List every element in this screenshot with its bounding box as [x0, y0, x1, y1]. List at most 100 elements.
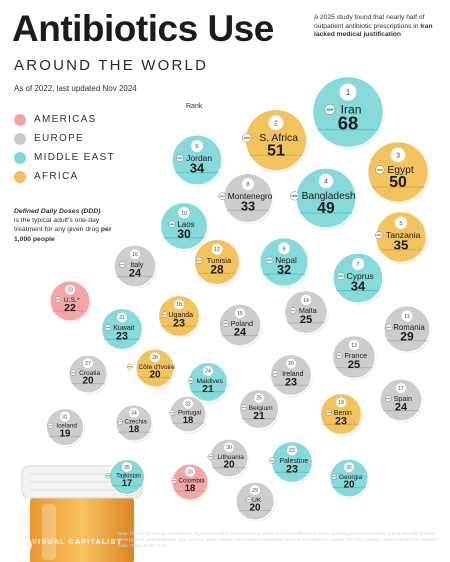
legend-item-middle-east: MIDDLE EAST [14, 148, 115, 167]
flag-stripe [208, 456, 213, 458]
rank-number: 9 [282, 246, 285, 252]
value-label: 34 [190, 161, 205, 176]
value-label: 22 [64, 303, 76, 314]
rank-badge [390, 147, 406, 163]
legend-label-africa: AFRICA [34, 171, 79, 182]
ddd-heading: Defined Daily Doses (DDD) [14, 208, 101, 215]
rank-badge [129, 407, 139, 418]
rank-badge [395, 383, 407, 394]
country-label: Iran [341, 102, 362, 116]
rank-number: 30 [226, 445, 232, 451]
country-label: Cyprus [347, 271, 374, 281]
flag-stripe [270, 459, 275, 462]
flag-stripe [386, 397, 391, 400]
rank-badge [318, 173, 334, 189]
rank-number: 6 [195, 144, 198, 150]
value-label: 20 [82, 376, 94, 387]
rank-number: 4 [324, 179, 328, 186]
legend-item-americas: AMERICAS [14, 110, 115, 129]
study-note-bold: Iran lacked medical justification [314, 22, 433, 39]
rank-number: 19 [338, 400, 344, 406]
rank-badge [190, 139, 204, 152]
value-label: 28 [210, 262, 224, 276]
bubble-u-s: 23 U.S.*22 [49, 280, 92, 323]
value-label: 50 [389, 174, 407, 191]
rank-number: 3 [396, 153, 400, 160]
value-label: 23 [335, 415, 347, 427]
rank-badge [348, 339, 360, 351]
flag-stripe [48, 425, 53, 427]
country-label: Tunisia [207, 256, 232, 265]
rank-badge [122, 462, 132, 473]
rank-number: 29 [252, 488, 258, 494]
flag-stripe [55, 298, 60, 301]
flag-stripe [386, 326, 392, 329]
value-label: 21 [253, 411, 265, 422]
rank-number: 32 [185, 402, 191, 408]
ddd-bold: per 1,000 people [14, 226, 112, 243]
country-label: S. Africa [259, 133, 298, 144]
value-label: 23 [285, 376, 297, 388]
country-label: UK [252, 497, 262, 504]
flag-stripe [188, 379, 193, 382]
value-label: 20 [149, 370, 161, 381]
country-label: Kuwait [113, 325, 134, 332]
legend-swatch-americas [14, 113, 26, 126]
rank-badge [178, 207, 190, 219]
rank-badge [242, 178, 254, 191]
rank-number: 27 [85, 361, 91, 367]
rank-number: 33 [187, 470, 193, 476]
country-label: Iceland [56, 423, 77, 430]
flag-stripe [177, 157, 183, 160]
value-label: 23 [173, 317, 185, 329]
rank-number: 15 [237, 311, 243, 317]
rank-number: 16 [132, 252, 138, 258]
value-label: 20 [343, 480, 355, 491]
value-label: 17 [122, 478, 132, 488]
brand-logo-icon [16, 537, 32, 553]
rank-badge [351, 257, 365, 270]
ddd-text: is the typical adult's one-day treatment… [14, 217, 101, 234]
flag-stripe [376, 234, 382, 237]
value-label: 34 [351, 279, 366, 294]
value-label: 25 [348, 359, 360, 371]
rank-badge [286, 358, 296, 369]
rank-number: 26 [346, 465, 352, 471]
flag-stripe [246, 499, 251, 501]
flag-stripe [219, 195, 225, 198]
rank-badge [300, 294, 312, 306]
country-label: Laos [177, 220, 194, 229]
flag-stripe [337, 354, 342, 357]
country-label: Croatia [79, 370, 100, 377]
country-label: Malta [299, 306, 318, 315]
flag-stripe [118, 421, 122, 423]
rank-number: 25 [256, 396, 262, 402]
flag-stripe [243, 136, 250, 139]
legend-swatch-europe [14, 132, 26, 145]
rank-number: 31 [62, 414, 68, 420]
flag-stripe [197, 259, 202, 262]
value-label: 20 [223, 460, 235, 471]
rank-number: 1 [346, 88, 351, 97]
flag-stripe [106, 475, 111, 477]
value-label: 18 [185, 483, 196, 494]
rank-badge [234, 308, 246, 319]
country-label: Uganda [169, 312, 194, 319]
rank-number: 28 [152, 355, 158, 361]
